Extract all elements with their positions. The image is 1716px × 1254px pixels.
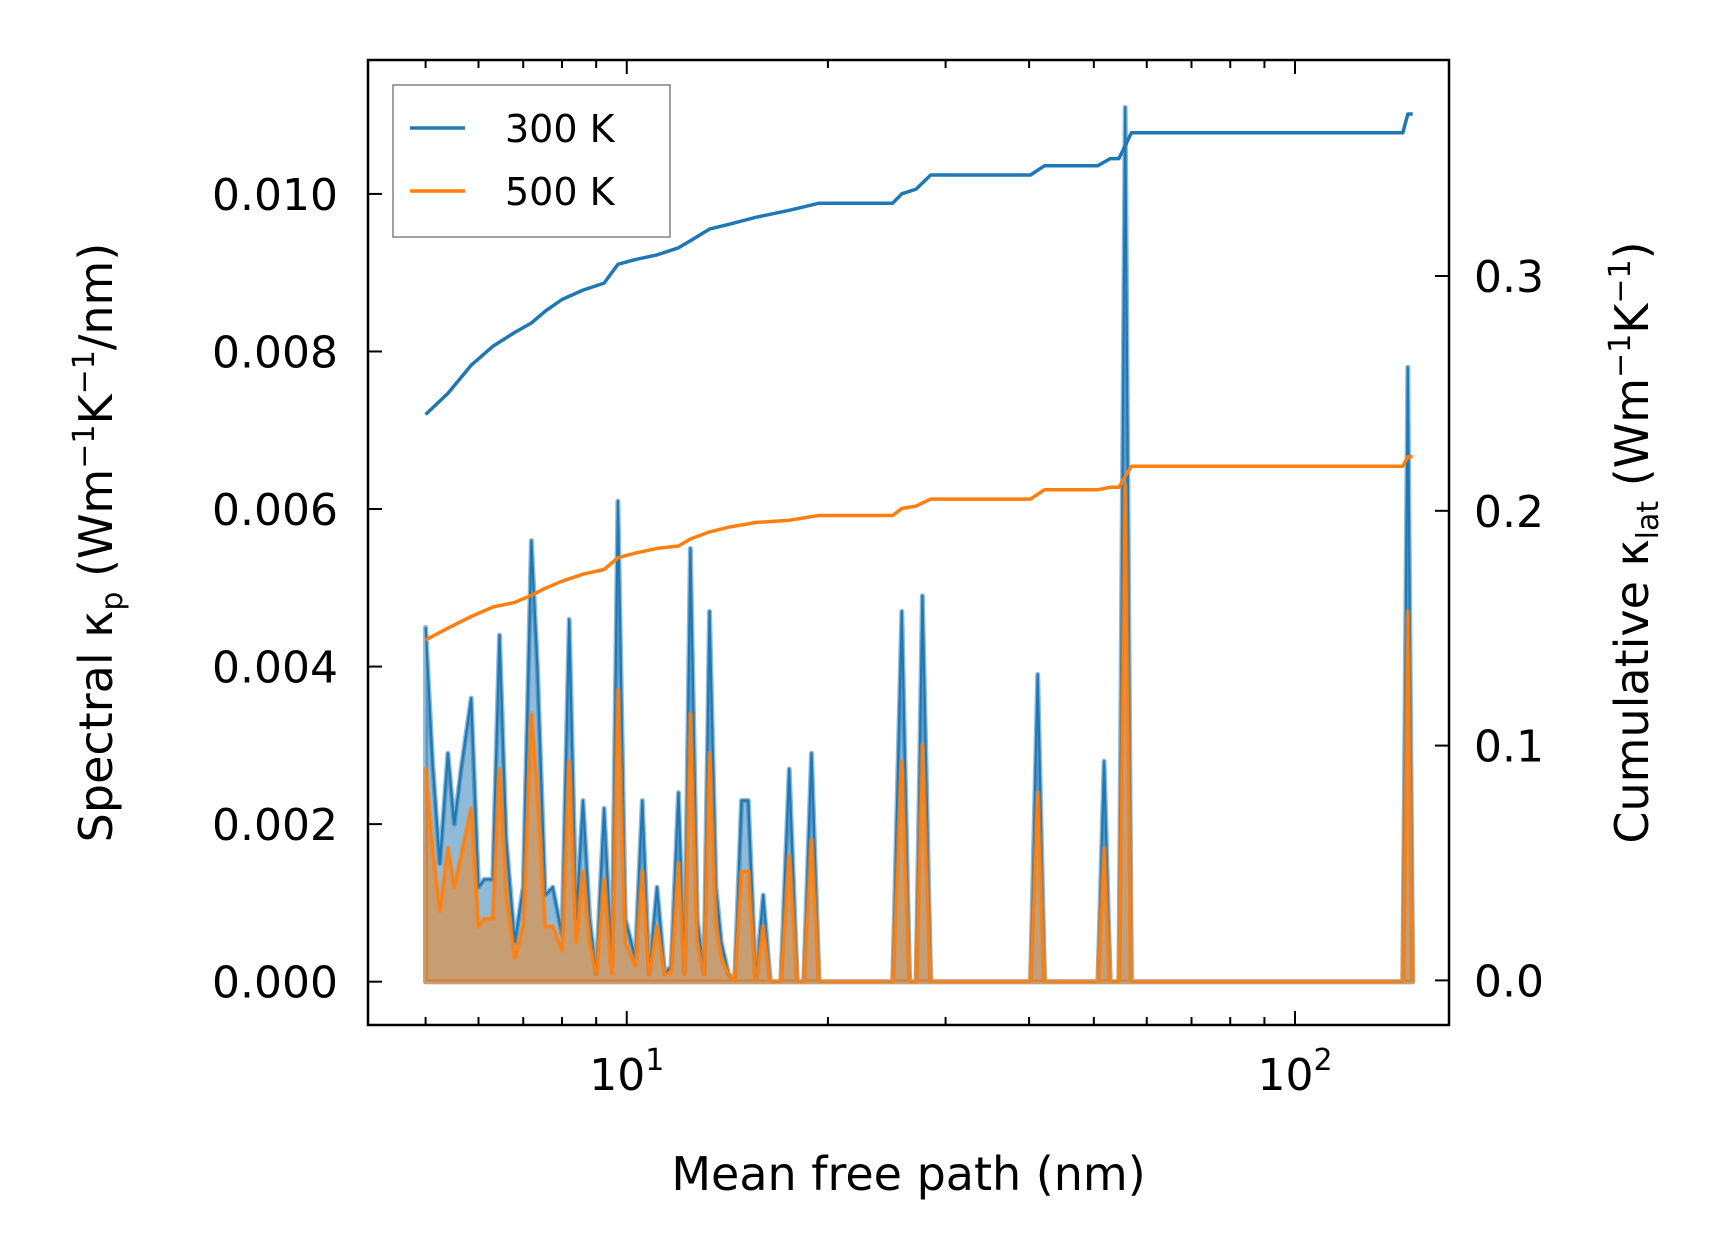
left-tick-label: 0.000 <box>212 958 338 1009</box>
plot-area <box>423 104 1416 985</box>
legend-label-300k: 300 K <box>505 107 616 151</box>
cumulative-line-300k <box>424 112 1413 416</box>
x-axis-title: Mean free path (nm) <box>671 1147 1145 1201</box>
right-tick-label: 0.1 <box>1474 722 1544 773</box>
right-axis-title: Cumulative κlat (Wm−1K−1) <box>1603 241 1666 843</box>
legend-box <box>392 84 671 238</box>
left-tick-label: 0.008 <box>212 327 338 378</box>
left-tick-label: 0.010 <box>212 170 338 221</box>
tick-labels: 101 102 0.000 0.002 0.004 0.006 0.008 0.010 0.0 0… <box>212 170 1544 1101</box>
left-axis-title: Spectral κp (Wm−1K−1/nm) <box>67 243 130 843</box>
plot-frame <box>366 58 1451 1027</box>
x-tick-label: 101 <box>589 1043 664 1101</box>
left-tick-label: 0.002 <box>212 800 338 851</box>
cumulative-line-500k <box>424 455 1413 642</box>
legend: 300 K 500 K <box>392 84 671 238</box>
right-tick-label: 0.0 <box>1474 956 1544 1007</box>
axis-ticks <box>368 60 1449 1025</box>
x-tick-label: 102 <box>1257 1043 1332 1101</box>
legend-label-500k: 500 K <box>505 170 616 214</box>
spectral-line-500k <box>424 484 1414 983</box>
right-tick-label: 0.2 <box>1474 487 1544 538</box>
left-tick-label: 0.004 <box>212 643 338 694</box>
right-tick-label: 0.3 <box>1474 252 1544 303</box>
left-tick-label: 0.006 <box>212 485 338 536</box>
